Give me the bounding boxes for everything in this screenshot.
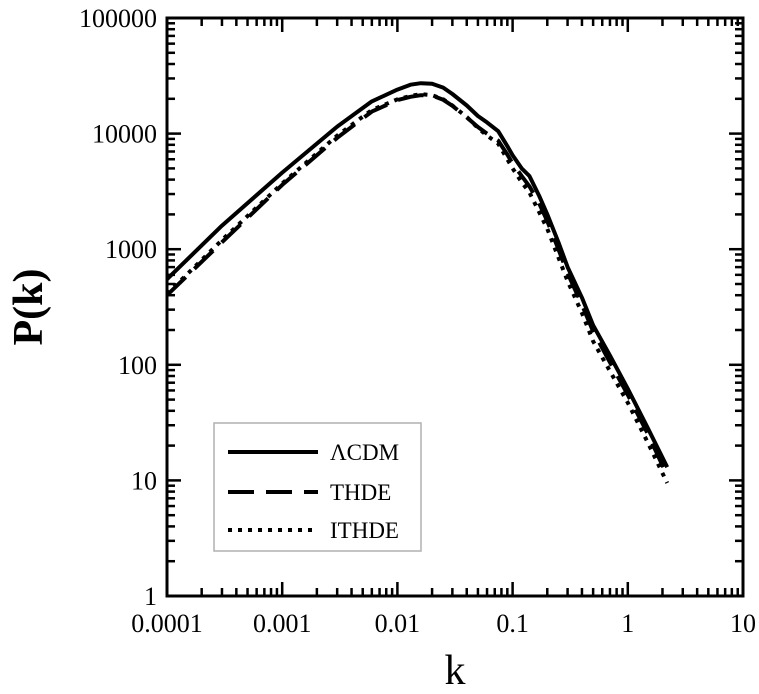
y-tick-label: 1 xyxy=(144,582,157,611)
series-line-dashed xyxy=(165,93,670,477)
plot-frame xyxy=(165,16,745,598)
legend-label-lcdm: ΛCDM xyxy=(330,440,399,465)
legend-label-ithde: ITHDE xyxy=(330,518,399,543)
y-tick-label: 1000 xyxy=(105,235,157,264)
y-axis-title: P(k) xyxy=(6,269,52,346)
y-tick-label: 100 xyxy=(118,351,157,380)
x-axis-title: k xyxy=(445,648,466,694)
series-layer xyxy=(165,81,670,484)
legend: ΛCDM THDE ITHDE xyxy=(213,422,422,552)
x-tick-label: 1 xyxy=(621,609,634,638)
x-tick-label: 0.1 xyxy=(496,609,529,638)
x-tick-label: 0.01 xyxy=(375,609,421,638)
y-tick-label: 100000 xyxy=(79,4,157,33)
series-line-dotted xyxy=(165,92,670,484)
y-tick-label: 10000 xyxy=(92,120,157,149)
series-line-solid xyxy=(165,81,669,469)
y-tick-label: 10 xyxy=(131,466,157,495)
tick-labels: 0.0001 0.001 0.01 0.1 1 10 1 10 100 1000 10000 1000… xyxy=(79,4,756,638)
legend-label-thde: THDE xyxy=(330,480,391,505)
x-tick-label: 10 xyxy=(730,609,756,638)
x-tick-label: 0.001 xyxy=(253,609,312,638)
x-tick-label: 0.0001 xyxy=(131,609,203,638)
